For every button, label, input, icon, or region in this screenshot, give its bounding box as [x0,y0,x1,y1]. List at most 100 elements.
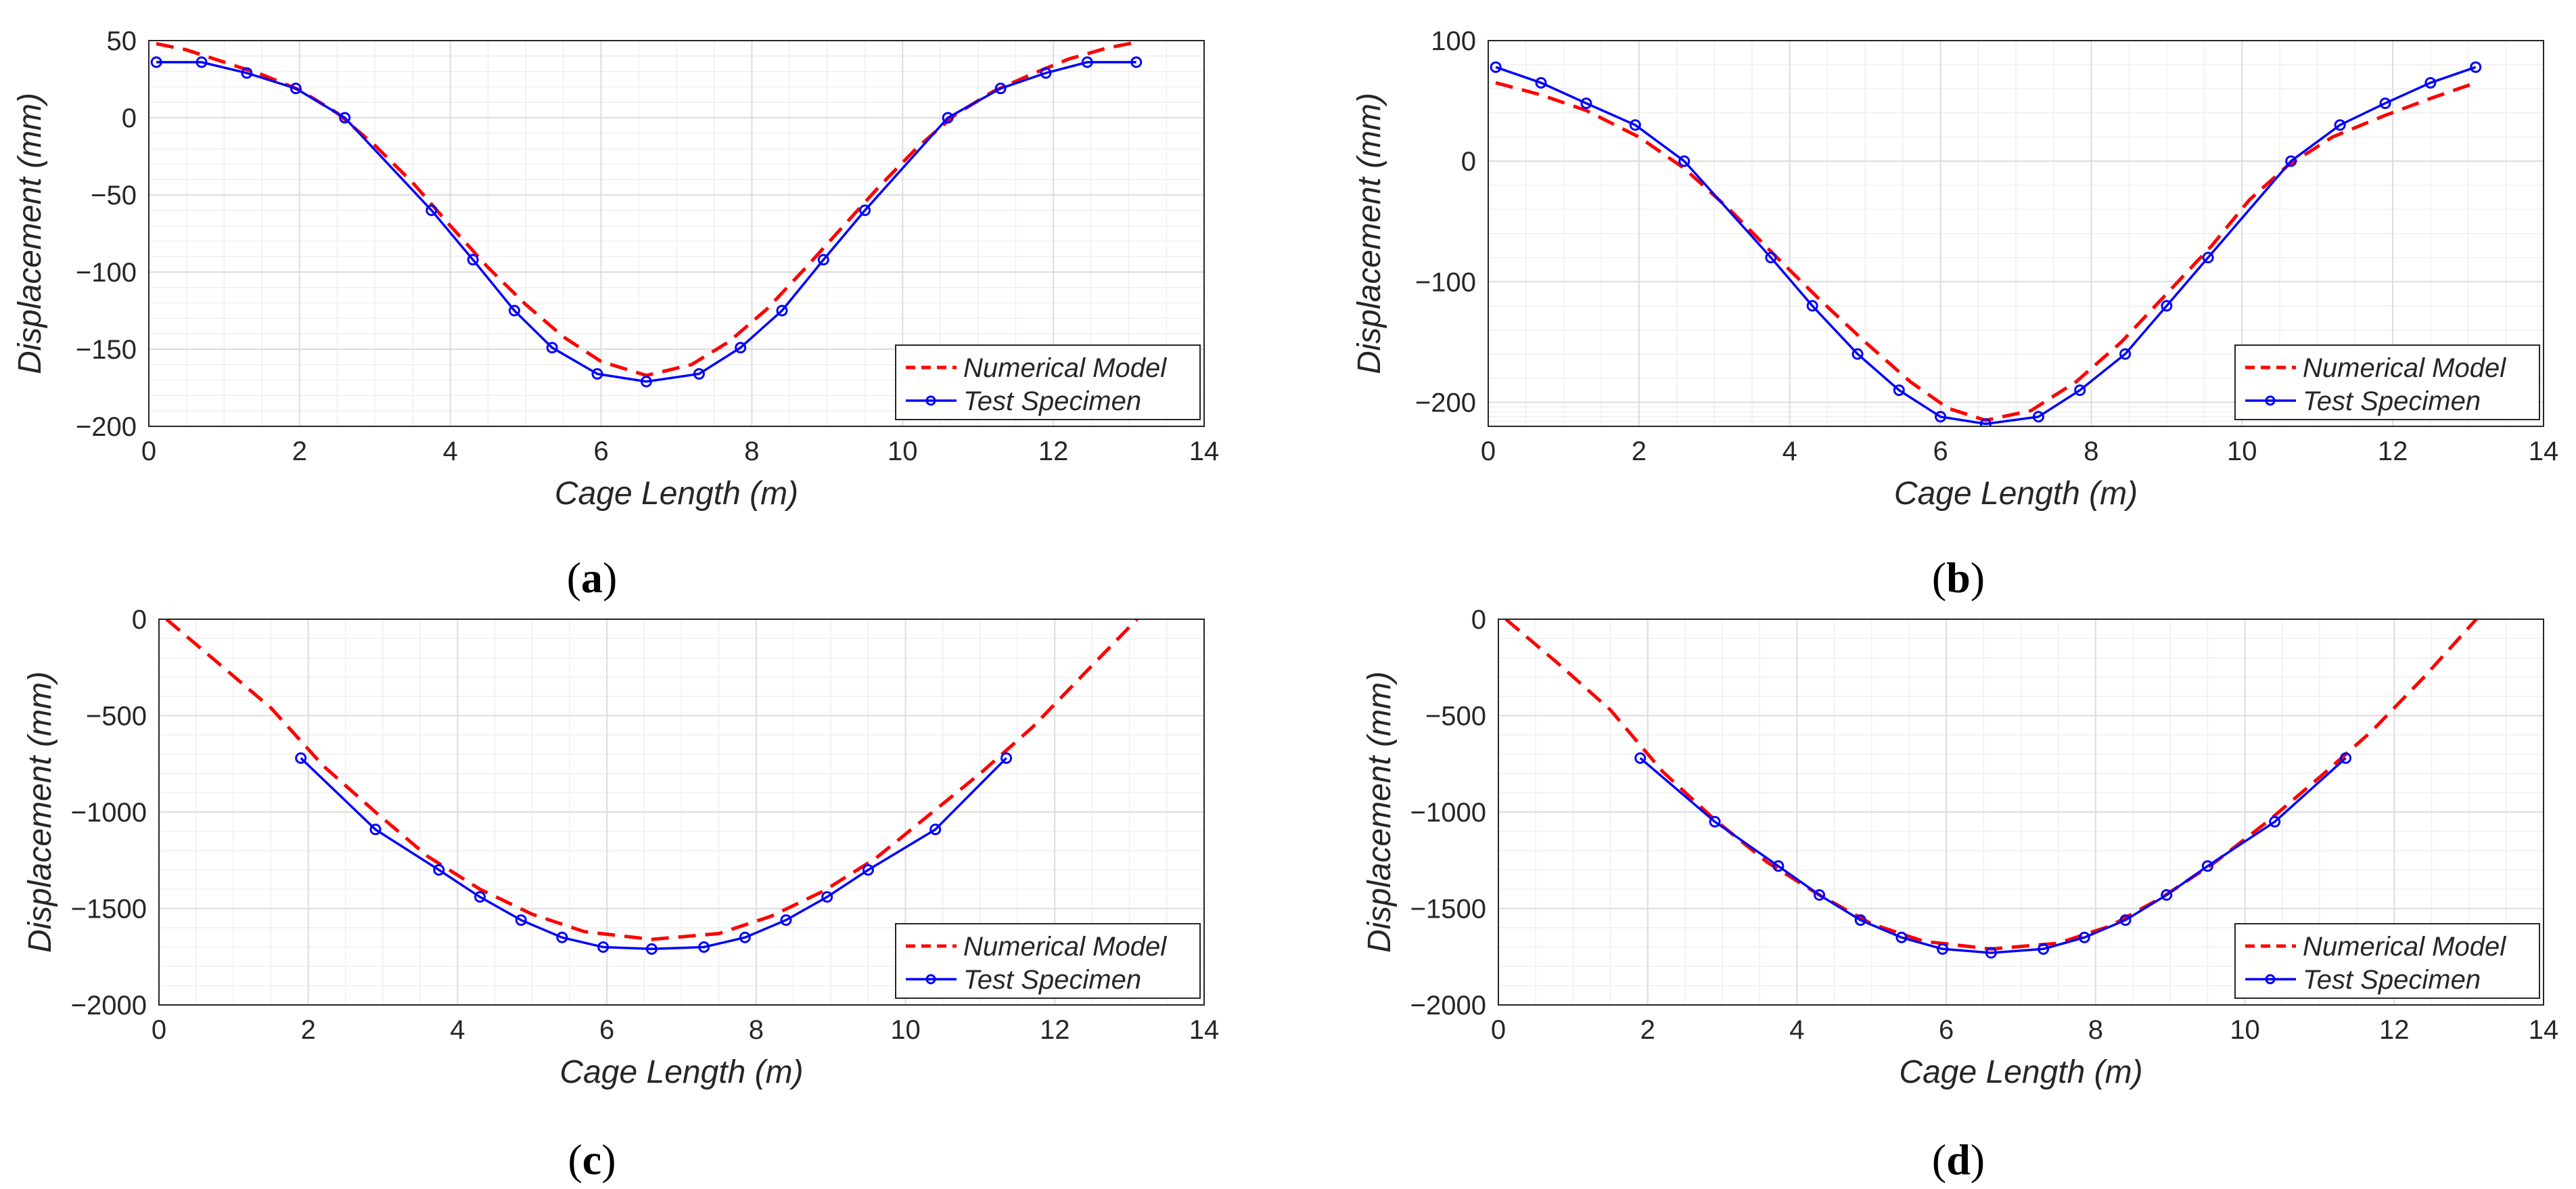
test-specimen-markers [150,56,1143,388]
test-specimen-point [1814,889,1826,901]
legend-box [2234,923,2540,999]
x-tick-label: 6 [1939,1015,1954,1045]
y-tick-label: −2000 [71,991,147,1020]
x-tick-label: 0 [152,1015,166,1045]
y-axis-label: Displacement (mm) [1362,671,1398,953]
y-tick-labels: 100 0 −100 −200 [1415,26,1476,418]
numerical-model-line [1495,81,2477,422]
x-tick-label: 4 [1782,436,1797,466]
test-specimen-point [241,67,253,79]
x-tick-label: 8 [744,436,759,466]
panel-caption: (d) [1932,1136,1985,1184]
test-specimen-point [1893,384,1905,397]
test-specimen-point [2032,411,2044,423]
x-tick-label: 6 [1933,436,1948,466]
x-axis-label: Cage Length (m) [1894,476,2138,512]
test-specimen-markers [295,752,1013,955]
test-specimen-point [994,83,1007,95]
test-specimen-line [1639,757,2347,954]
caption-letter: b [1946,554,1971,602]
x-axis-label: Cage Length (m) [1899,1054,2142,1090]
test-specimen-point [2202,252,2214,264]
test-specimen-point [369,824,382,836]
legend-test-label: Test Specimen [2303,386,2481,416]
x-tick-label: 4 [450,1015,465,1045]
test-specimen-point [2038,943,2050,955]
test-specimen-point [1937,943,1949,955]
y-axis-label: Displacement (mm) [22,671,58,953]
caption-letter: c [582,1136,601,1184]
legend: Numerical Model Test Specimen [895,923,1201,999]
test-specimen-point [1772,860,1785,872]
test-specimen-point [2424,76,2437,89]
test-specimen-point [546,342,558,354]
test-specimen-point [1081,56,1093,68]
test-specimen-point [196,56,208,68]
y-axis-label: Displacement (mm) [1352,93,1387,374]
legend-box [895,923,1201,999]
y-tick-label: −500 [1425,702,1486,732]
test-specimen-point [2470,61,2482,73]
x-tick-label: 14 [1189,1015,1220,1045]
chart-panel-c: 0 −500 −1000 −1500 −2000 0 2 4 6 8 10 12 14 Cage Le… [22,605,1219,1184]
x-tick-labels: 0 2 4 6 8 10 12 14 [1491,1015,2558,1045]
y-tick-label: −200 [76,412,137,442]
x-tick-label: 14 [2529,1015,2559,1045]
test-specimen-point [862,864,874,876]
test-specimen-point [1634,752,1647,764]
test-specimen-point [433,864,445,876]
x-tick-label: 6 [599,1015,614,1045]
test-specimen-point [2379,97,2391,110]
test-specimen-point [2078,931,2090,943]
y-tick-label: 100 [1431,26,1476,56]
test-specimen-point [1130,56,1143,68]
test-specimen-point [698,941,710,953]
x-tick-label: 2 [292,436,307,466]
y-tick-labels: 0 −500 −1000 −1500 −2000 [71,605,147,1020]
x-tick-label: 2 [1632,436,1647,466]
x-tick-label: 14 [1189,436,1220,466]
test-specimen-point [290,83,302,95]
test-specimen-point [1979,418,1992,426]
test-specimen-point [1935,411,1947,423]
legend-test-label: Test Specimen [963,965,1141,995]
test-specimen-point [597,941,610,953]
test-specimen-point [929,824,942,836]
x-tick-labels: 0 2 4 6 8 10 12 14 [1481,436,2558,466]
y-tick-labels: 0 −500 −1000 −1500 −2000 [1410,605,1486,1020]
y-tick-label: 0 [132,605,147,635]
test-specimen-point [295,752,307,764]
test-specimen-point [2269,815,2281,828]
x-tick-label: 10 [2230,1015,2260,1045]
y-tick-label: −1000 [71,798,147,828]
x-tick-label: 12 [2378,436,2408,466]
test-specimen-point [780,914,792,926]
test-specimen-point [2119,348,2132,360]
test-specimen-point [2201,860,2213,872]
plot-frame [1488,40,2544,427]
legend-test-marker [925,974,936,985]
test-specimen-point [2340,752,2352,764]
y-tick-label: −200 [1415,388,1476,418]
y-tick-label: 0 [1461,147,1476,177]
legend-numerical-label: Numerical Model [963,353,1167,383]
caption-letter: d [1946,1136,1971,1184]
legend-numerical-label: Numerical Model [2303,353,2506,383]
test-specimen-point [1765,252,1777,264]
x-tick-label: 0 [1481,436,1496,466]
x-axis-label: Cage Length (m) [555,476,798,512]
x-tick-label: 0 [1491,1015,1506,1045]
test-specimen-point [1490,61,1502,73]
legend: Numerical Model Test Specimen [895,344,1201,420]
test-specimen-point [1678,155,1690,167]
test-specimen-point [1001,752,1013,764]
test-specimen-point [339,112,351,124]
y-tick-label: −1000 [1410,798,1486,828]
test-specimen-point [739,931,751,943]
x-tick-label: 8 [2088,1015,2103,1045]
panel-caption: (c) [568,1136,616,1184]
test-specimen-point [591,367,603,380]
x-tick-label: 6 [593,436,608,466]
test-specimen-point [2334,119,2346,131]
